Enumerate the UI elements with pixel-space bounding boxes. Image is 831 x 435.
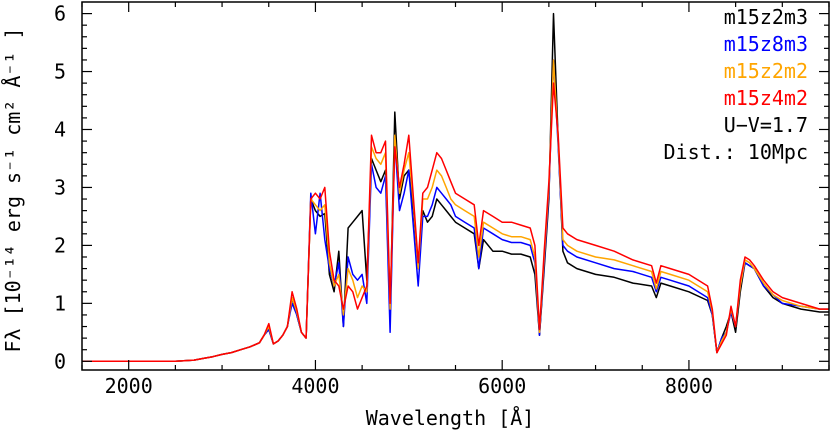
- legend-entry-m15z4m2: m15z4m2: [724, 86, 808, 110]
- legend-entry-m15z2m2: m15z2m2: [724, 59, 808, 83]
- annotation-color-index: U−V=1.7: [724, 113, 808, 137]
- series-line-m15z2m3: [82, 12, 829, 363]
- x-tick-label-6000: 6000: [478, 374, 526, 398]
- x-axis-title: Wavelength [Å]: [366, 406, 535, 430]
- y-tick-label-5: 5: [54, 60, 66, 84]
- series-line-m15z8m3: [82, 59, 829, 363]
- y-tick-label-1: 1: [54, 291, 66, 315]
- y-tick-label-3: 3: [54, 175, 66, 199]
- y-tick-label-2: 2: [54, 233, 66, 257]
- x-tick-label-4000: 4000: [291, 374, 339, 398]
- y-tick-label-6: 6: [54, 2, 66, 26]
- tick-layer: 2000 4000 6000 8000 0 1 2 3 4 5 6: [54, 2, 830, 398]
- legend-entry-m15z8m3: m15z8m3: [724, 32, 808, 56]
- x-tick-label-8000: 8000: [665, 374, 713, 398]
- y-tick-label-4: 4: [54, 117, 66, 141]
- y-axis-title: Fλ [10⁻¹⁴ erg s⁻¹ cm² Å⁻¹ ]: [1, 27, 25, 352]
- series-line-m15z2m2: [82, 59, 829, 363]
- y-tick-label-0: 0: [54, 349, 66, 373]
- series-line-m15z4m2: [82, 82, 829, 363]
- series-layer: [82, 12, 829, 363]
- plot-frame: [81, 1, 830, 371]
- x-tick-label-2000: 2000: [105, 374, 153, 398]
- annotation-distance: Dist.: 10Mpc: [664, 140, 809, 164]
- legend-entry-m15z2m3: m15z2m3: [724, 5, 808, 29]
- legend: m15z2m3 m15z8m3 m15z2m2 m15z4m2 U−V=1.7 …: [664, 5, 809, 164]
